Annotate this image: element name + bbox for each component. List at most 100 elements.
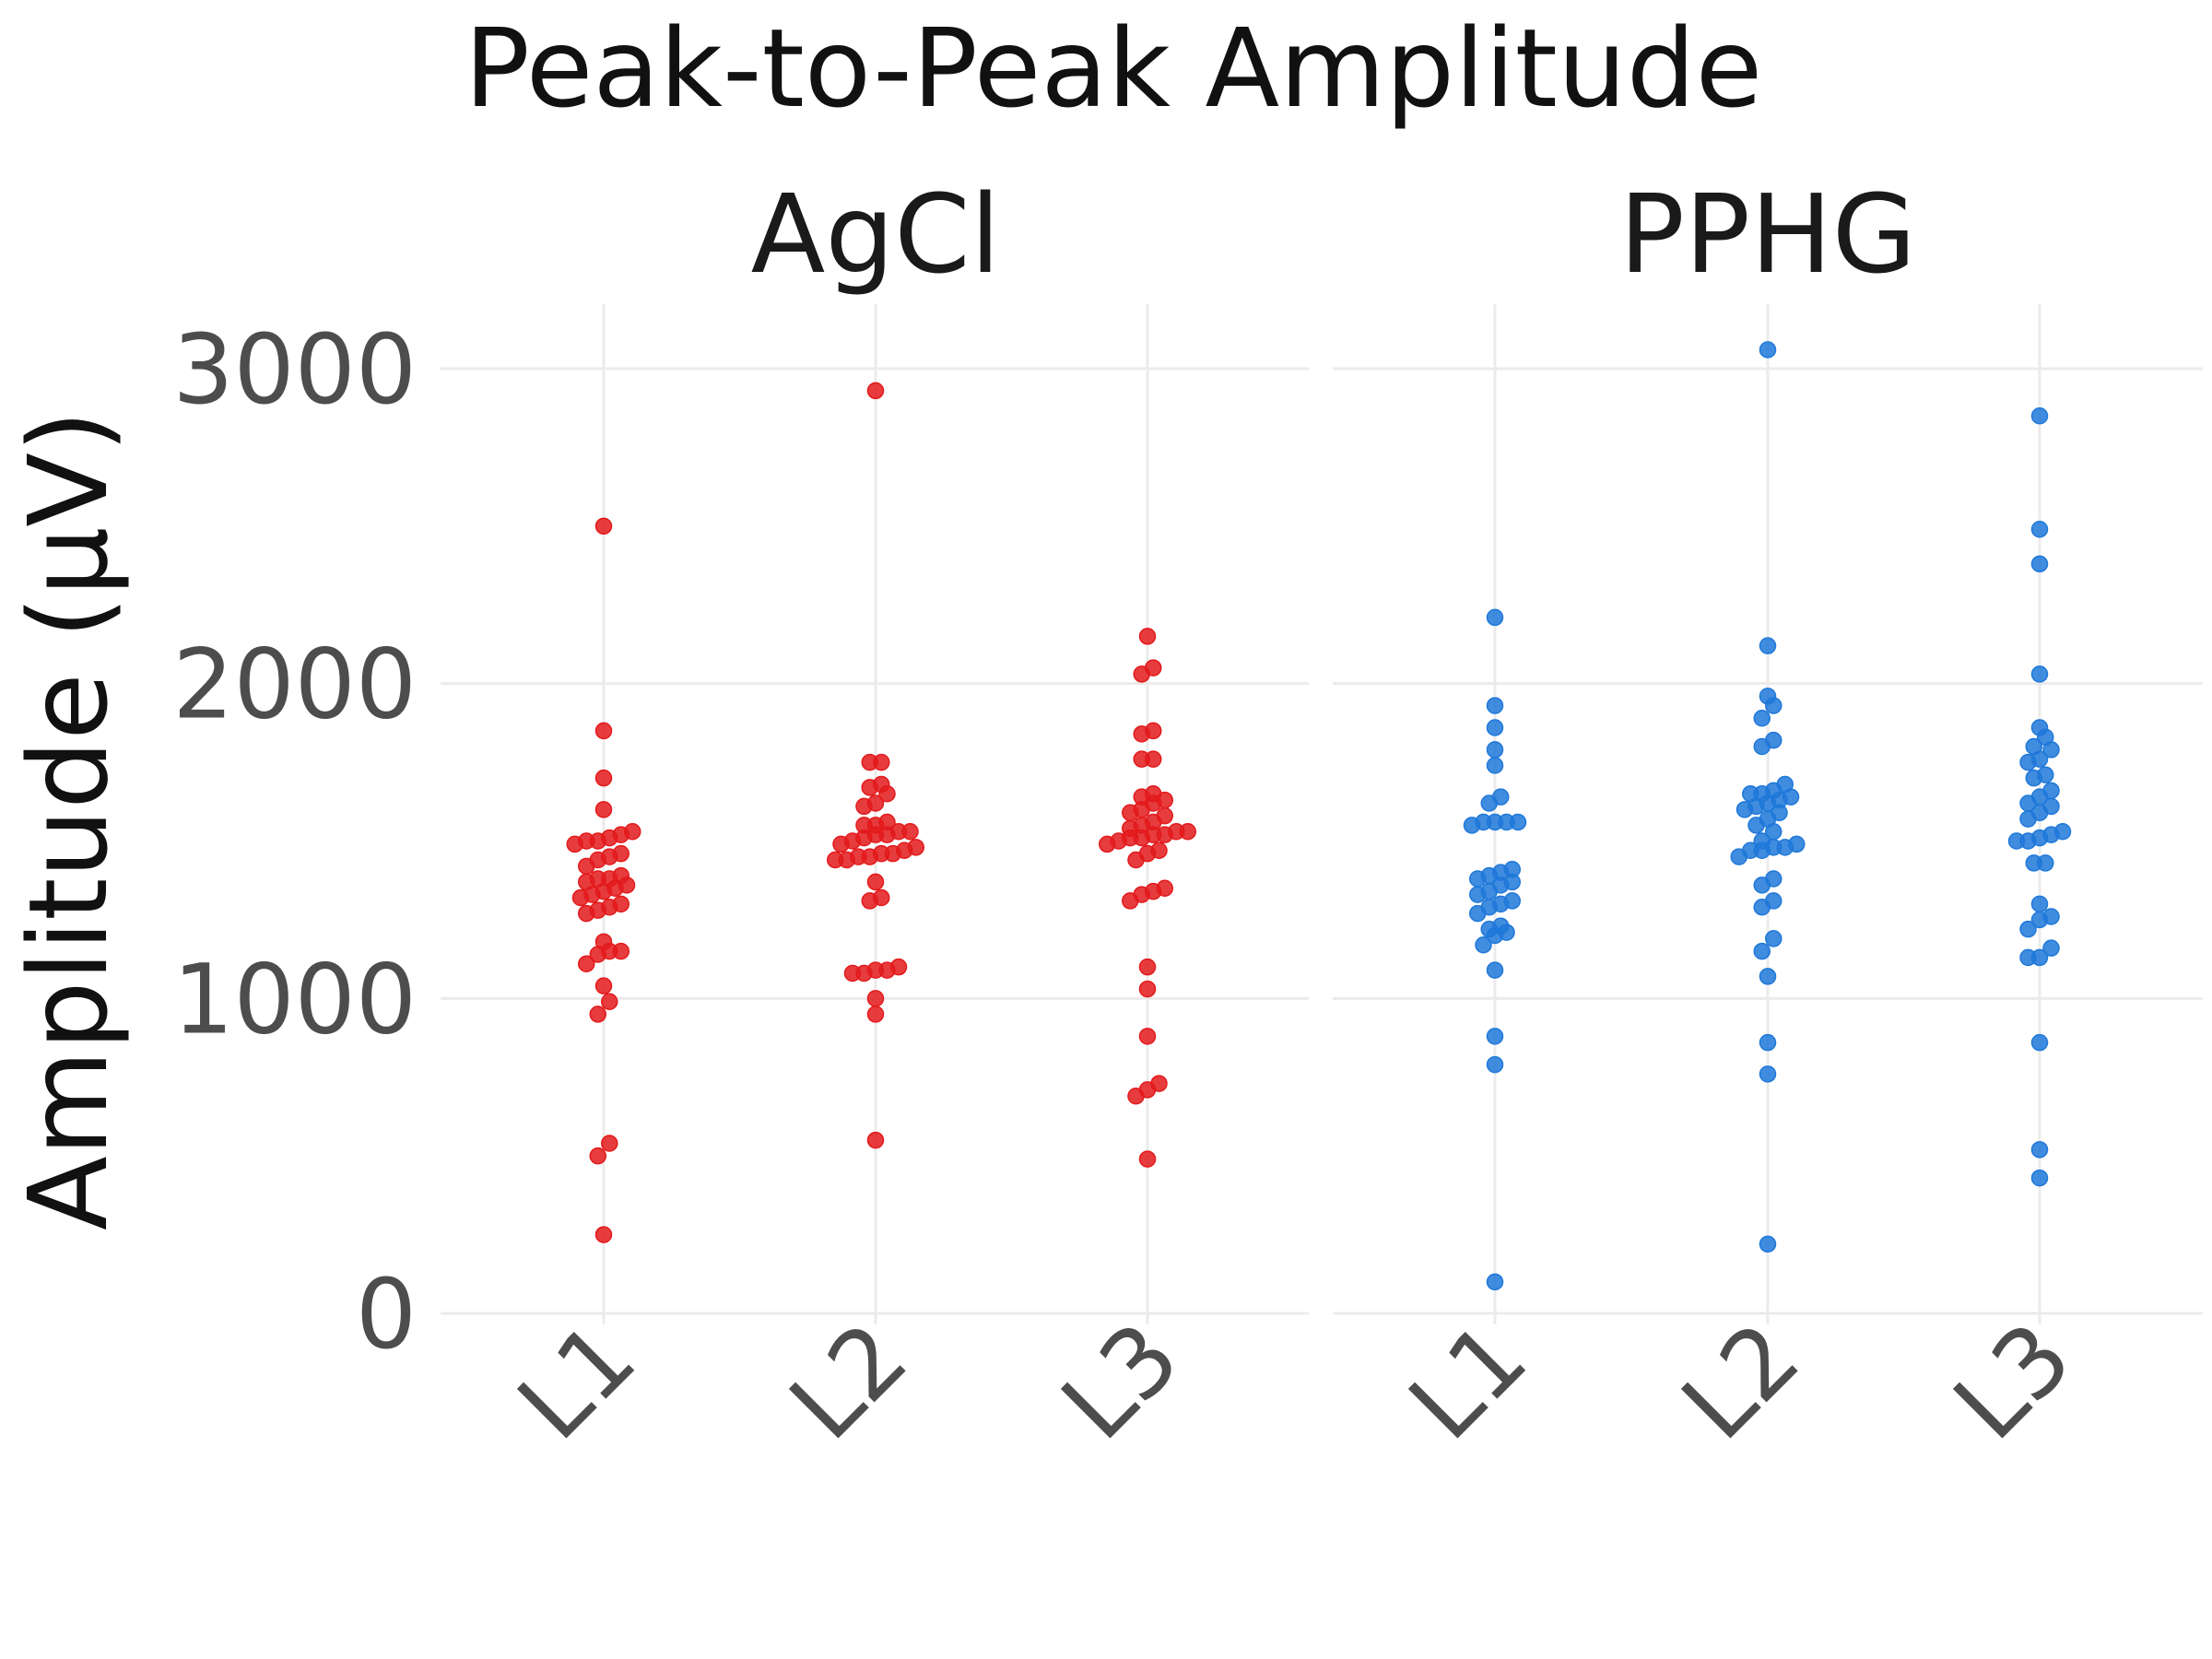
panel-strip-label-agcl: AgCl	[751, 171, 1001, 298]
data-point	[2042, 939, 2060, 957]
data-point	[2030, 665, 2049, 683]
data-point	[594, 933, 613, 951]
data-point	[1503, 861, 1521, 878]
data-point	[2037, 854, 2054, 872]
data-point	[1156, 879, 1173, 897]
data-point	[1765, 731, 1783, 749]
data-point	[589, 1147, 606, 1165]
data-point	[2030, 521, 2049, 538]
data-point	[1509, 813, 1527, 831]
data-point	[1138, 980, 1157, 998]
data-point	[624, 823, 641, 841]
data-point	[1150, 1075, 1168, 1092]
y-tick-label: 0	[356, 1258, 417, 1371]
data-point	[1145, 785, 1162, 803]
data-point	[1486, 1273, 1504, 1291]
data-point	[1179, 823, 1196, 841]
y-tick-label: 1000	[172, 943, 417, 1055]
data-point	[594, 977, 613, 994]
data-point	[1145, 722, 1162, 740]
x-tick-label: L1	[497, 1300, 657, 1461]
data-point	[1759, 1033, 1777, 1052]
data-point	[1486, 719, 1504, 736]
data-point	[1753, 832, 1771, 850]
y-tick-label: 3000	[172, 313, 417, 426]
data-point	[2030, 1033, 2049, 1052]
data-point	[2037, 766, 2054, 783]
data-point	[873, 888, 890, 907]
data-point	[594, 722, 613, 740]
y-tick-label: 2000	[172, 629, 417, 741]
data-point	[1145, 659, 1162, 677]
data-point	[866, 990, 885, 1007]
data-point	[2025, 737, 2042, 756]
data-point	[1492, 917, 1510, 935]
data-point	[907, 839, 924, 856]
data-point	[1486, 1028, 1504, 1045]
data-point	[1776, 775, 1794, 794]
data-point	[1486, 757, 1504, 774]
panel-pphg: L1 L2 L3	[1333, 304, 2203, 1461]
data-point	[1138, 1150, 1157, 1168]
data-point	[578, 955, 595, 972]
data-point	[866, 794, 885, 812]
data-point	[1156, 806, 1173, 825]
data-point	[1145, 750, 1162, 768]
data-point	[612, 942, 629, 960]
data-point	[1753, 942, 1771, 960]
data-point	[1138, 1028, 1157, 1045]
data-point	[612, 895, 629, 913]
data-point	[2030, 948, 2049, 967]
plot-layer: 0 1000 2000 3000 L1 L2 L3 L1 L2 L3	[172, 304, 2203, 1461]
data-point	[594, 801, 613, 818]
data-point	[1765, 930, 1783, 947]
data-point	[594, 769, 613, 787]
data-point	[2030, 407, 2049, 425]
data-point	[866, 382, 885, 400]
x-tick-label: L3	[1041, 1300, 1201, 1461]
data-point	[594, 517, 613, 535]
data-point	[612, 844, 629, 863]
data-point	[1759, 1065, 1777, 1083]
data-point	[873, 775, 890, 794]
data-point	[866, 873, 885, 891]
data-point	[1475, 936, 1492, 954]
data-point	[1138, 628, 1157, 645]
data-point	[1759, 637, 1777, 654]
data-point	[2030, 1169, 2049, 1187]
data-point	[1486, 961, 1504, 979]
data-point	[1759, 968, 1777, 985]
data-point	[2030, 555, 2049, 573]
data-point	[866, 1006, 885, 1023]
x-tick-label: L1	[1388, 1300, 1548, 1461]
data-point	[2030, 895, 2049, 913]
data-point	[2053, 823, 2072, 841]
data-point	[873, 753, 890, 771]
data-point	[1759, 341, 1777, 359]
data-point	[2042, 782, 2060, 800]
data-point	[1759, 688, 1777, 705]
data-point	[1788, 835, 1806, 853]
data-point	[1486, 741, 1504, 759]
data-point	[1492, 788, 1510, 806]
data-point	[1486, 697, 1504, 714]
data-point	[2030, 719, 2049, 736]
panel-agcl: L1 L2 L3	[441, 304, 1309, 1461]
data-point	[1759, 1235, 1777, 1253]
data-point	[1138, 958, 1157, 976]
y-axis-label: Amplitude (µV)	[5, 410, 132, 1230]
data-point	[601, 1135, 618, 1152]
data-point	[901, 823, 919, 841]
data-point	[594, 1226, 613, 1243]
panel-strip-label-pphg: PPHG	[1619, 171, 1916, 298]
data-point	[601, 993, 618, 1010]
data-point	[1765, 870, 1783, 888]
data-point	[1486, 608, 1504, 627]
data-point	[1150, 841, 1168, 859]
data-point	[1503, 892, 1521, 910]
data-point	[1486, 1055, 1504, 1074]
chart-title: Peak-to-Peak Amplitude	[465, 5, 1762, 132]
x-tick-label: L2	[769, 1300, 929, 1461]
